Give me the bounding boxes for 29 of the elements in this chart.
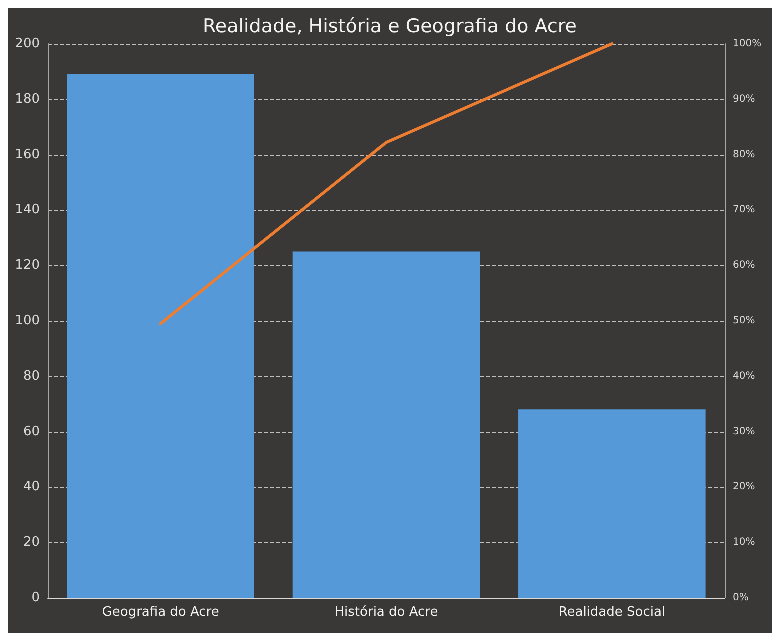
y-tick-label: 200 — [15, 36, 40, 52]
y2-tick-label: 60% — [733, 260, 756, 272]
y-tick-label: 180 — [15, 92, 40, 107]
y2-tick-label: 30% — [733, 426, 756, 438]
y2-tick-label: 0% — [733, 592, 749, 604]
x-tick-label: Geografia do Acre — [102, 605, 220, 620]
bar — [292, 252, 480, 598]
y-tick-label: 120 — [15, 258, 40, 274]
y2-tick-label: 70% — [733, 204, 756, 216]
y-tick-label: 0 — [32, 590, 40, 606]
y2-tick-label: 100% — [733, 38, 762, 50]
y2-tick-label: 10% — [733, 537, 756, 548]
y2-tick-label: 80% — [733, 149, 756, 160]
y-tick-label: 20 — [23, 535, 40, 550]
y-tick-label: 60 — [23, 424, 40, 440]
y2-tick-label: 50% — [733, 316, 756, 326]
y-tick-label: 140 — [15, 202, 40, 218]
y2-tick-label: 20% — [733, 482, 756, 493]
bar — [518, 410, 706, 598]
chart-title: Realidade, História e Geografia do Acre — [203, 16, 577, 38]
y2-tick-label: 40% — [733, 370, 756, 382]
x-tick-label: História do Acre — [334, 605, 438, 620]
y2-tick-label: 90% — [733, 94, 756, 105]
x-tick-label: Realidade Social — [558, 605, 666, 620]
y-tick-label: 160 — [15, 147, 40, 162]
y-tick-label: 40 — [23, 480, 40, 495]
bar — [67, 74, 254, 598]
y-tick-label: 80 — [23, 368, 40, 384]
y-tick-label: 100 — [15, 314, 40, 328]
